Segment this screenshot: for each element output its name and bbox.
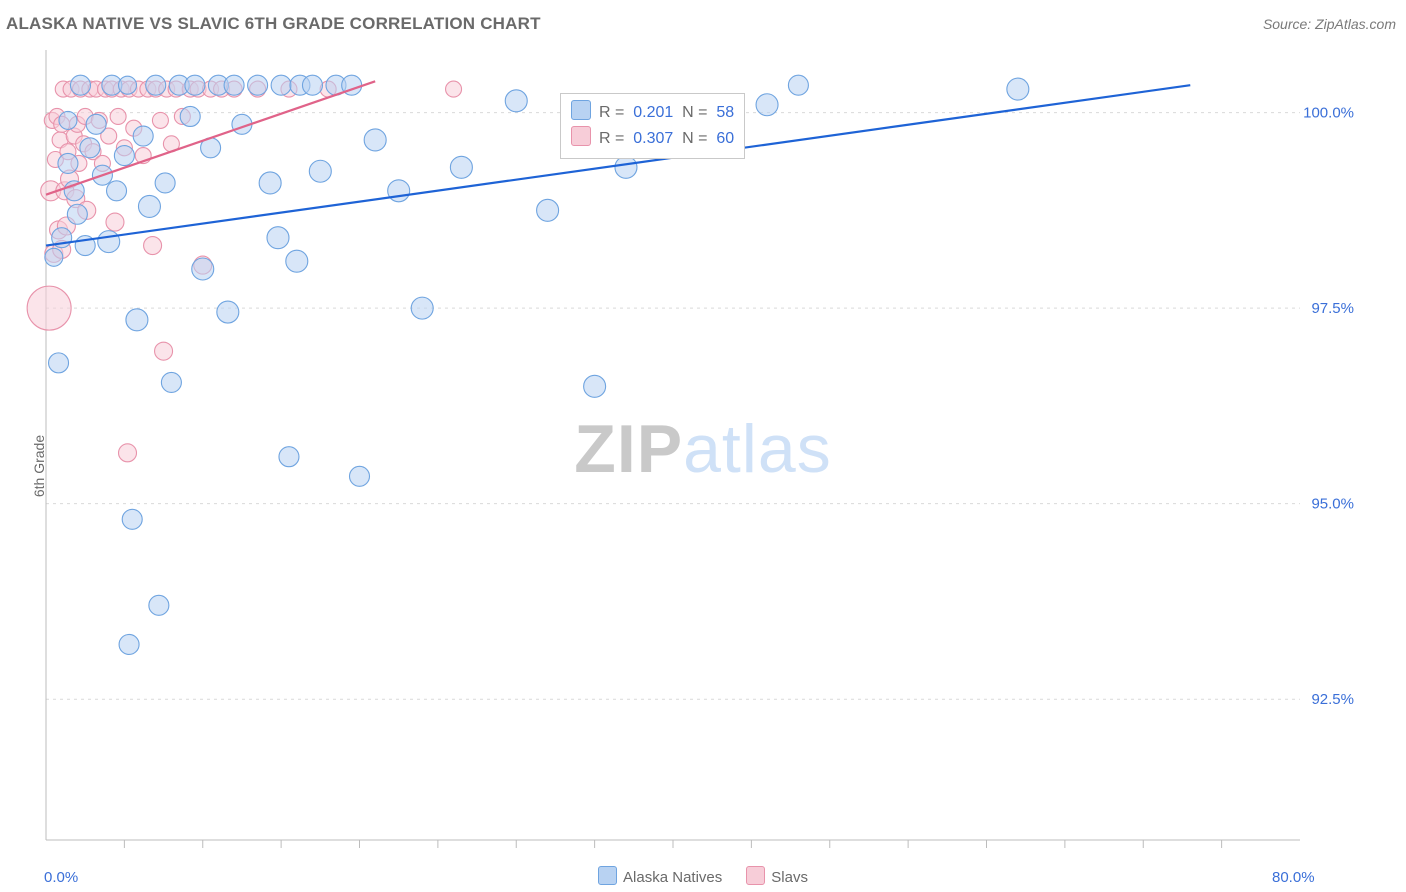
svg-text:92.5%: 92.5% [1311,691,1354,708]
legend-label-blue: Alaska Natives [623,869,722,886]
legend-swatch-pink [746,866,765,885]
svg-text:95.0%: 95.0% [1311,496,1354,513]
stats-n-blue: 58 [716,104,734,121]
chart-title: ALASKA NATIVE VS SLAVIC 6TH GRADE CORREL… [6,14,541,34]
stats-n-pink: 60 [716,130,734,147]
stats-r-blue: 0.201 [633,104,673,121]
scatter-plot-svg: 92.5% 95.0% 97.5% 100.0% [0,40,1406,892]
svg-text:100.0%: 100.0% [1303,105,1354,122]
correlation-stats-box: R = 0.201 N = 58 R = 0.307 N = 60 [560,93,745,159]
stats-row-pink: R = 0.307 N = 60 [571,126,734,152]
svg-text:97.5%: 97.5% [1311,300,1354,317]
legend-label-pink: Slavs [771,869,808,886]
legend-item-pink: Slavs [746,866,808,886]
source-attribution: Source: ZipAtlas.com [1263,16,1396,32]
chart-area: 6th Grade 92.5%95.0%97.5%100.0% ZIPatlas… [0,40,1406,892]
legend-swatch-blue [598,866,617,885]
legend-bottom: Alaska Natives Slavs [0,860,1406,892]
stats-swatch-pink [571,126,591,146]
stats-r-pink: 0.307 [633,130,673,147]
stats-swatch-blue [571,100,591,120]
legend-item-blue: Alaska Natives [598,866,722,886]
header: ALASKA NATIVE VS SLAVIC 6TH GRADE CORREL… [0,0,1406,40]
stats-row-blue: R = 0.201 N = 58 [571,100,734,126]
